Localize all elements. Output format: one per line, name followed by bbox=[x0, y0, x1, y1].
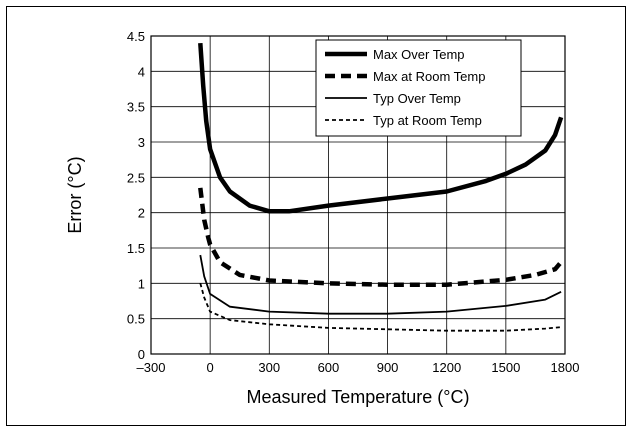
legend-label-max-at-room-temp: Max at Room Temp bbox=[373, 69, 485, 84]
legend-label-typ-over-temp: Typ Over Temp bbox=[373, 91, 461, 106]
y-axis-label: Error (°C) bbox=[65, 156, 85, 233]
x-axis-label: Measured Temperature (°C) bbox=[247, 387, 470, 407]
legend-label-typ-at-room-temp: Typ at Room Temp bbox=[373, 113, 482, 128]
series-layer bbox=[198, 42, 564, 332]
legend-item-typ-at-room-temp: Typ at Room Temp bbox=[325, 113, 482, 128]
y-tick-label: 0.5 bbox=[127, 312, 145, 327]
x-tick-label: 1200 bbox=[432, 360, 461, 375]
legend-item-max-over-temp: Max Over Temp bbox=[325, 47, 465, 62]
y-tick-label: 0 bbox=[138, 347, 145, 362]
x-tick-label: 1800 bbox=[551, 360, 580, 375]
x-tick-label: –300 bbox=[137, 360, 166, 375]
x-tick-label: 900 bbox=[377, 360, 399, 375]
y-tick-label: 1 bbox=[138, 276, 145, 291]
x-tick-label: 0 bbox=[207, 360, 214, 375]
y-tick-label: 2 bbox=[138, 206, 145, 221]
legend-item-typ-over-temp: Typ Over Temp bbox=[325, 91, 461, 106]
x-tick-label: 600 bbox=[318, 360, 340, 375]
series-line-typ-over-temp bbox=[199, 254, 562, 315]
series-line-max-at-room-temp bbox=[198, 187, 563, 287]
x-tick-label: 1500 bbox=[491, 360, 520, 375]
x-axis-ticks: –300 0 300 600 900 1200 1500 1800 bbox=[137, 360, 580, 375]
chart-frame: –300 0 300 600 900 1200 1500 1800 0 0.5 1 1.5 2 2.5 3… bbox=[6, 6, 626, 426]
y-tick-label: 1.5 bbox=[127, 241, 145, 256]
y-tick-label: 4 bbox=[138, 64, 145, 79]
y-axis-ticks: 0 0.5 1 1.5 2 2.5 3 3.5 4 4.5 bbox=[127, 29, 145, 362]
legend-label-max-over-temp: Max Over Temp bbox=[373, 47, 465, 62]
series-line-max-over-temp bbox=[198, 42, 564, 214]
y-tick-label: 4.5 bbox=[127, 29, 145, 44]
legend-item-max-at-room-temp: Max at Room Temp bbox=[325, 69, 485, 84]
legend: Max Over Temp Max at Room Temp Typ Over … bbox=[315, 39, 522, 137]
legend-box bbox=[315, 39, 522, 137]
y-tick-label: 2.5 bbox=[127, 170, 145, 185]
x-tick-label: 300 bbox=[258, 360, 280, 375]
series-line-typ-at-room-temp bbox=[199, 283, 562, 332]
line-chart: –300 0 300 600 900 1200 1500 1800 00.511.522.53… bbox=[65, 29, 580, 407]
y-tick-label: 3.5 bbox=[127, 100, 145, 115]
y-tick-label: 3 bbox=[138, 135, 145, 150]
plot-area-border bbox=[150, 35, 566, 355]
